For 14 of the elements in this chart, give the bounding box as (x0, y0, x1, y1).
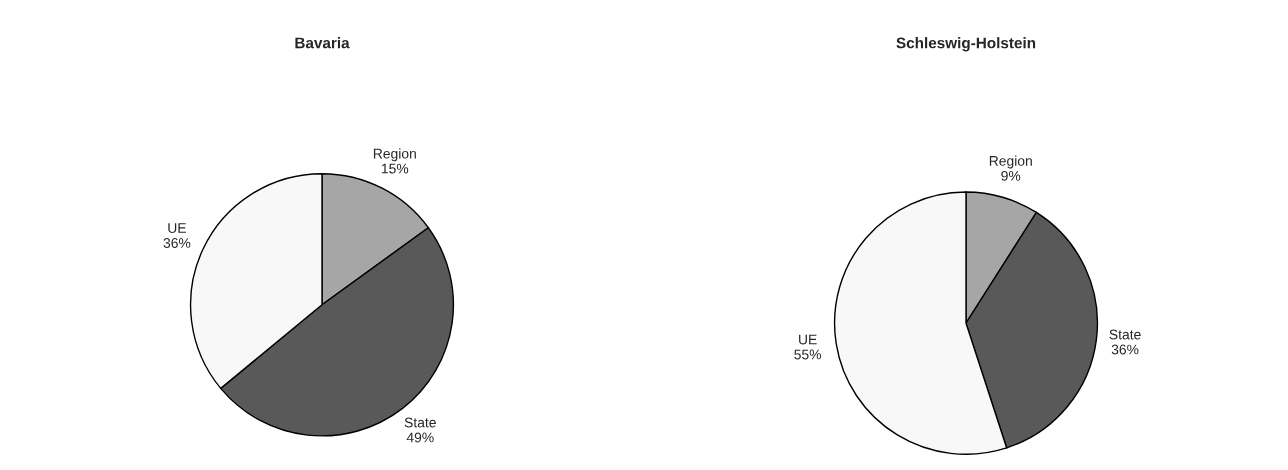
chart-title: Schleswig-Holstein (896, 37, 1036, 52)
slice-label: Region (373, 148, 416, 162)
slice-label: Region (989, 155, 1032, 169)
data-label: 36% (1111, 344, 1139, 355)
slice-label: State (1109, 329, 1141, 340)
data-label: 36% (163, 238, 191, 248)
slice-label: State (404, 417, 436, 428)
slice-label: UE (168, 223, 186, 233)
chart-title: Bavaria (295, 37, 350, 49)
slice-label: UE (799, 334, 817, 345)
data-label: 15% (381, 163, 409, 174)
data-label: 49% (406, 432, 434, 443)
data-label: 55% (794, 349, 822, 360)
data-label: 9% (1001, 170, 1021, 181)
